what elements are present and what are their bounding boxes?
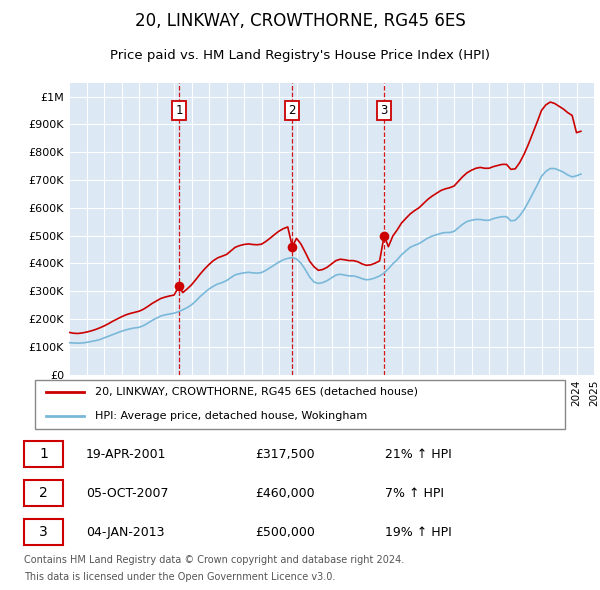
Text: £460,000: £460,000	[255, 487, 314, 500]
FancyBboxPatch shape	[23, 480, 63, 506]
Text: 1: 1	[39, 447, 48, 461]
Text: 19% ↑ HPI: 19% ↑ HPI	[385, 526, 451, 539]
Text: 21% ↑ HPI: 21% ↑ HPI	[385, 448, 451, 461]
Text: Price paid vs. HM Land Registry's House Price Index (HPI): Price paid vs. HM Land Registry's House …	[110, 49, 490, 62]
Text: This data is licensed under the Open Government Licence v3.0.: This data is licensed under the Open Gov…	[23, 572, 335, 582]
Text: 1: 1	[175, 104, 183, 117]
Text: 05-OCT-2007: 05-OCT-2007	[86, 487, 168, 500]
Text: 2: 2	[39, 486, 48, 500]
Text: Contains HM Land Registry data © Crown copyright and database right 2024.: Contains HM Land Registry data © Crown c…	[23, 555, 404, 565]
Text: 20, LINKWAY, CROWTHORNE, RG45 6ES (detached house): 20, LINKWAY, CROWTHORNE, RG45 6ES (detac…	[95, 387, 418, 397]
Text: 20, LINKWAY, CROWTHORNE, RG45 6ES: 20, LINKWAY, CROWTHORNE, RG45 6ES	[134, 12, 466, 30]
FancyBboxPatch shape	[23, 519, 63, 545]
Text: 2: 2	[289, 104, 296, 117]
Text: £500,000: £500,000	[255, 526, 315, 539]
FancyBboxPatch shape	[35, 380, 565, 428]
Text: 3: 3	[39, 525, 48, 539]
Text: 7% ↑ HPI: 7% ↑ HPI	[385, 487, 443, 500]
Text: 19-APR-2001: 19-APR-2001	[86, 448, 166, 461]
Text: £317,500: £317,500	[255, 448, 314, 461]
Text: 3: 3	[380, 104, 388, 117]
Text: HPI: Average price, detached house, Wokingham: HPI: Average price, detached house, Woki…	[95, 411, 367, 421]
FancyBboxPatch shape	[23, 441, 63, 467]
Text: 04-JAN-2013: 04-JAN-2013	[86, 526, 164, 539]
